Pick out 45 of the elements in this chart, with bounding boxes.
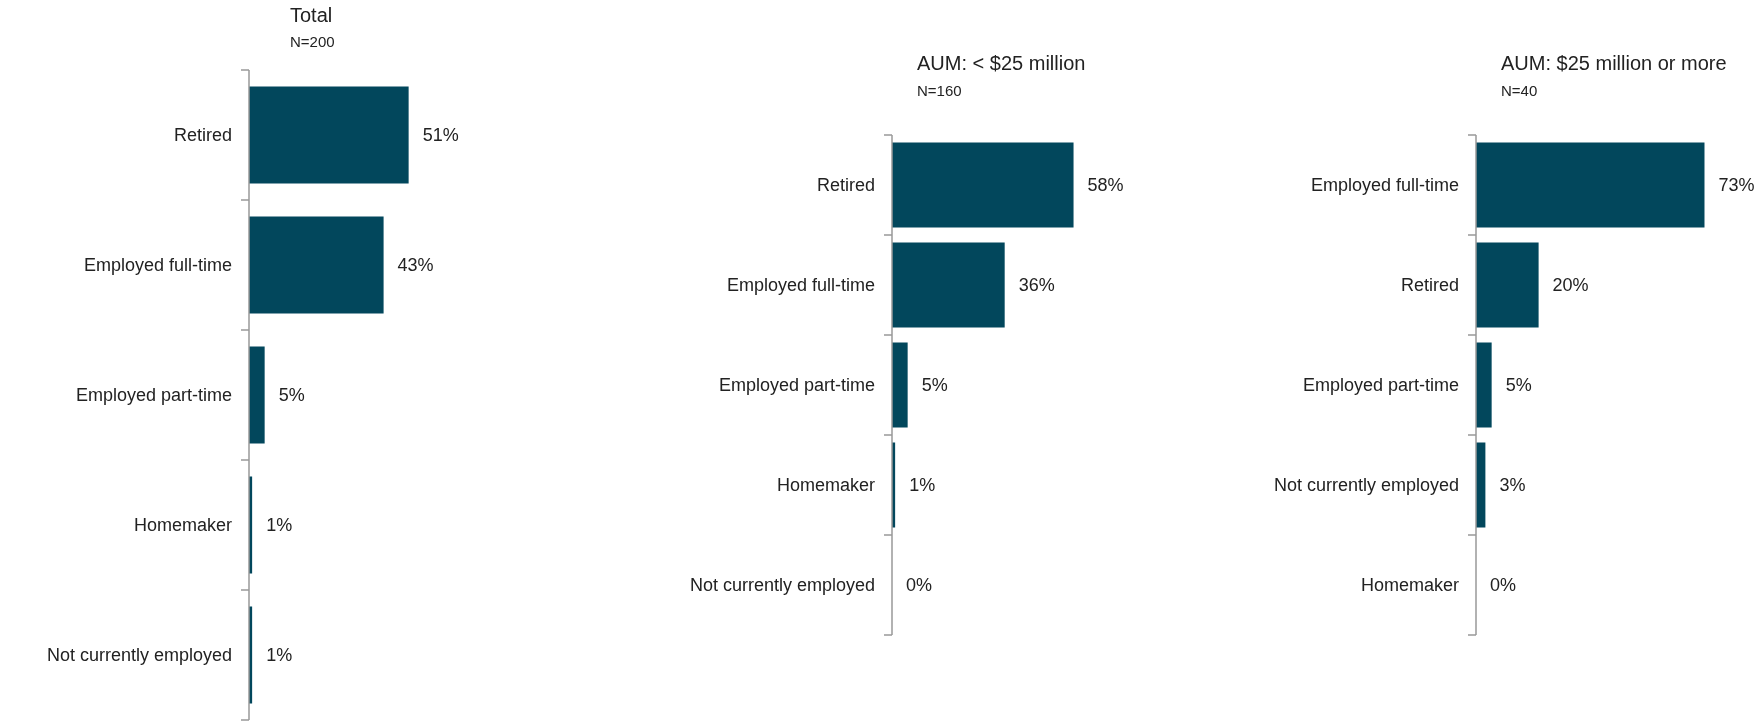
data-label: 1% bbox=[266, 645, 293, 666]
bar bbox=[249, 346, 265, 444]
data-label: 0% bbox=[1490, 575, 1517, 596]
data-label: 43% bbox=[397, 255, 434, 276]
data-label: 5% bbox=[921, 375, 948, 396]
data-label: 1% bbox=[909, 475, 936, 496]
data-label: 51% bbox=[422, 125, 459, 146]
data-label: 36% bbox=[1018, 275, 1055, 296]
bar bbox=[1476, 342, 1492, 428]
y-tick-label: Not currently employed bbox=[689, 575, 875, 596]
y-tick-label: Not currently employed bbox=[1273, 475, 1459, 496]
chart-title: Total bbox=[290, 4, 333, 26]
y-tick-label: Employed part-time bbox=[718, 375, 875, 396]
bar bbox=[1476, 242, 1539, 328]
y-tick-label: Retired bbox=[173, 125, 232, 146]
data-label: 5% bbox=[1505, 375, 1532, 396]
bar bbox=[892, 242, 1005, 328]
chart-title: AUM: $25 million or more bbox=[1501, 52, 1727, 74]
data-label: 58% bbox=[1087, 175, 1124, 196]
chart-subtitle: N=160 bbox=[917, 82, 962, 99]
data-label: 5% bbox=[278, 385, 305, 406]
data-label: 0% bbox=[906, 575, 933, 596]
y-tick-label: Employed part-time bbox=[75, 385, 232, 406]
chart-title: AUM: < $25 million bbox=[917, 52, 1086, 74]
data-label: 73% bbox=[1718, 175, 1755, 196]
data-label: 1% bbox=[266, 515, 293, 536]
chart-subtitle: N=200 bbox=[290, 33, 335, 50]
bar bbox=[249, 216, 384, 314]
y-tick-label: Homemaker bbox=[1360, 575, 1459, 596]
y-tick-label: Homemaker bbox=[133, 515, 232, 536]
y-tick-label: Not currently employed bbox=[46, 645, 232, 666]
y-tick-label: Employed full-time bbox=[1310, 175, 1459, 196]
y-tick-label: Retired bbox=[1400, 275, 1459, 296]
data-label: 3% bbox=[1499, 475, 1526, 496]
chart-subtitle: N=40 bbox=[1501, 82, 1538, 99]
y-tick-label: Employed full-time bbox=[83, 255, 232, 276]
y-tick-label: Employed part-time bbox=[1302, 375, 1459, 396]
bar bbox=[892, 142, 1074, 228]
data-label: 20% bbox=[1552, 275, 1589, 296]
y-tick-label: Retired bbox=[816, 175, 875, 196]
y-tick-label: Homemaker bbox=[776, 475, 875, 496]
y-tick-label: Employed full-time bbox=[726, 275, 875, 296]
bar bbox=[1476, 142, 1705, 228]
bar bbox=[249, 86, 409, 184]
bar bbox=[892, 342, 908, 428]
